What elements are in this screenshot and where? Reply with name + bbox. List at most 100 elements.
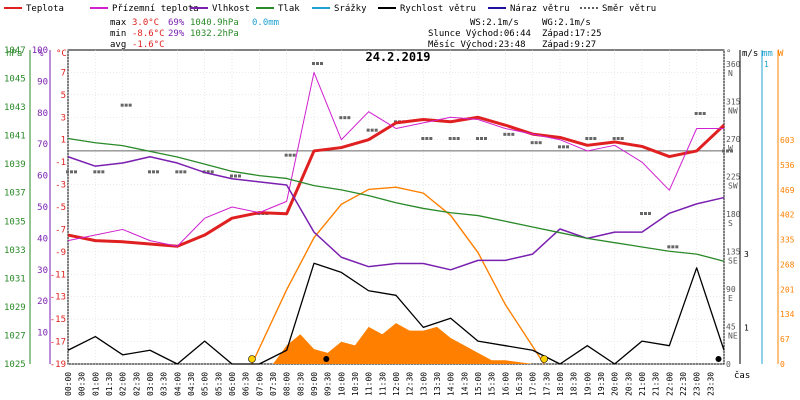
- x-tick-label: 08:30: [296, 372, 305, 396]
- x-tick-label: 02:00: [119, 372, 128, 396]
- wind-direction-point: [120, 103, 124, 107]
- tick-label-hpa: 1043: [4, 103, 26, 113]
- x-tick-label: 21:00: [638, 372, 647, 396]
- x-tick-label: 03:30: [160, 372, 169, 396]
- tick-label-wm2: 201: [780, 285, 795, 294]
- tick-label-hpa: 1041: [4, 132, 26, 142]
- tick-label-celsius: -17: [50, 338, 66, 348]
- wind-direction-point: [448, 137, 452, 140]
- tick-label-direction: 270: [726, 135, 741, 144]
- tick-label-wm2: 268: [780, 260, 795, 269]
- tick-label-celsius: -7: [55, 225, 66, 235]
- x-tick-label: 17:00: [529, 372, 538, 396]
- wind-direction-point: [234, 174, 237, 178]
- x-tick-label: 01:00: [91, 372, 100, 396]
- wind-direction-point: [148, 170, 151, 174]
- wind-direction-point: [370, 128, 374, 132]
- x-tick-label: 17:30: [542, 372, 551, 396]
- tick-label-hpa: 1045: [4, 75, 26, 85]
- wind-direction-point: [97, 170, 101, 174]
- wind-direction-point: [156, 170, 159, 174]
- wind-direction-point: [152, 170, 155, 174]
- tick-label-percent: 90: [37, 77, 48, 87]
- wind-direction-point: [726, 149, 729, 153]
- x-tick-label: 05:30: [214, 372, 223, 396]
- stat-max-hum: 69%: [168, 18, 185, 28]
- stat-avg-label: avg: [110, 40, 126, 50]
- tick-label-direction: 45: [726, 323, 736, 332]
- wind-direction-point: [507, 132, 511, 136]
- stat-max-label: max: [110, 18, 127, 28]
- tick-label-direction: 315: [726, 98, 741, 107]
- tick-label-direction: 180: [726, 210, 741, 219]
- legend-label-tlak: Tlak: [278, 4, 300, 14]
- wind-direction-point: [425, 137, 429, 140]
- wind-direction-point: [128, 103, 132, 107]
- x-tick-label: 06:00: [228, 372, 237, 396]
- tick-label-hpa: 1047: [4, 46, 26, 56]
- wind-direction-point: [93, 170, 97, 174]
- wind-direction-point: [566, 145, 569, 149]
- tick-label-ms: 1: [744, 323, 749, 332]
- x-tick-label: 02:30: [132, 372, 141, 396]
- stat-max-temp: 3.0°C: [132, 18, 159, 28]
- x-tick-label: 16:30: [515, 372, 524, 396]
- tick-label-direction-letter: SW: [728, 182, 738, 191]
- wind-direction-point: [702, 112, 706, 115]
- tick-label-wm2: 603: [780, 136, 795, 145]
- x-tick-label: 14:30: [460, 372, 469, 396]
- solar-radiation-curve: [251, 186, 545, 365]
- wind-direction-point: [175, 170, 179, 174]
- x-tick-label: 15:00: [474, 372, 483, 396]
- tick-label-mm: 1: [764, 60, 769, 69]
- wind-direction-point: [292, 153, 296, 157]
- legend-label-rychlost: Rychlost větru: [400, 4, 476, 14]
- x-tick-label: 10:30: [351, 372, 360, 396]
- legend-label-vlhkost: Vlhkost: [212, 4, 250, 14]
- tick-label-hpa: 1033: [4, 246, 26, 256]
- tick-label-wm2: 0: [780, 360, 785, 369]
- x-tick-label: 23:30: [706, 372, 715, 396]
- tick-label-wm2: 402: [780, 211, 795, 220]
- stat-avg-temp: -1.6°C: [132, 40, 165, 50]
- tick-label-celsius: -5: [55, 203, 66, 213]
- tick-label-celsius: -11: [50, 270, 66, 280]
- x-tick-label: 18:00: [556, 372, 565, 396]
- x-tick-label: 16:00: [501, 372, 510, 396]
- x-tick-label: 14:00: [447, 372, 456, 396]
- tick-label-celsius: 1: [61, 136, 66, 146]
- tick-label-hpa: 1027: [4, 331, 26, 341]
- tick-label-direction: 0: [726, 360, 731, 369]
- x-tick-label: 07:00: [255, 372, 264, 396]
- axis-label-mm: mm: [762, 49, 773, 59]
- wind-direction-point: [312, 62, 315, 65]
- wind-direction-point: [558, 145, 561, 149]
- x-tick-label: 00:00: [64, 372, 73, 396]
- info-block: WS:2.1m/s WG:2.1m/s Slunce Východ:06:44 …: [428, 18, 602, 50]
- wind-direction-point: [284, 153, 288, 157]
- radiation-area: [273, 323, 533, 364]
- wind-direction-point: [210, 170, 214, 174]
- x-tick-label: 05:00: [201, 372, 210, 396]
- wind-direction-point: [620, 137, 624, 140]
- legend-label-naraz: Náraz větru: [510, 4, 570, 14]
- axis-label-hpa: hPa: [6, 49, 22, 59]
- x-tick-label: 15:30: [488, 372, 497, 396]
- wind-direction-point: [238, 174, 241, 178]
- series-rychlost-vetru: [67, 262, 725, 365]
- wind-direction-point: [503, 132, 507, 136]
- tick-label-hpa: 1035: [4, 217, 26, 227]
- axis-label-ms: m/s: [742, 49, 758, 59]
- x-tick-label: 12:30: [406, 372, 415, 396]
- info-sun: Slunce Východ:06:44: [428, 29, 531, 39]
- axis-label-celsius: °C: [56, 49, 67, 59]
- tick-label-percent: 100: [32, 46, 48, 56]
- x-tick-label: 23:00: [693, 372, 702, 396]
- x-tick-label: 20:00: [611, 372, 620, 396]
- tick-label-direction-letter: N: [728, 69, 733, 78]
- wind-direction-point: [339, 116, 343, 120]
- wind-direction-point: [101, 170, 105, 174]
- stat-min-label: min: [110, 29, 126, 39]
- tick-label-celsius: -13: [50, 293, 66, 303]
